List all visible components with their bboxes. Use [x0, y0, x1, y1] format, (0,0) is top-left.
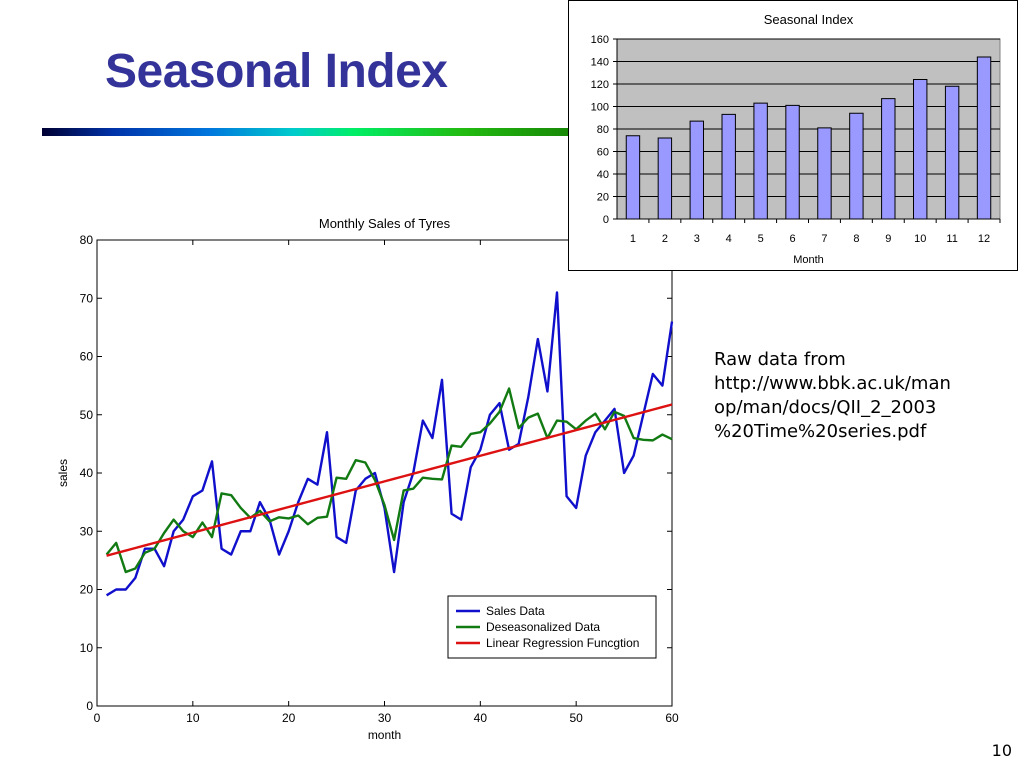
- x-axis-label: month: [368, 728, 401, 742]
- bar-month-5: [753, 102, 768, 220]
- x-tick-label: 60: [665, 711, 679, 725]
- y-tick-label: 30: [80, 524, 94, 538]
- x-tick-label: 5: [758, 233, 764, 245]
- bar-month-10: [913, 79, 928, 220]
- x-tick-label: 0: [94, 711, 101, 725]
- y-tick-label: 80: [597, 124, 609, 136]
- x-tick-label: 7: [821, 233, 827, 245]
- y-tick-label: 160: [591, 34, 609, 46]
- bar-month-8: [849, 112, 864, 220]
- legend-label: Sales Data: [486, 604, 545, 618]
- series-line-0: [105, 291, 674, 597]
- y-axis-label: sales: [56, 459, 70, 487]
- raw-data-source-note: Raw data from http://www.bbk.ac.uk/man o…: [714, 348, 1014, 444]
- bar-month-9: [881, 98, 896, 220]
- x-tick-label: 11: [946, 233, 957, 245]
- x-tick-label: 50: [569, 711, 583, 725]
- source-line: op/man/docs/QII_2_2003: [714, 397, 937, 418]
- bar-month-7: [817, 127, 832, 220]
- y-tick-label: 0: [86, 699, 93, 713]
- legend-label: Deseasonalized Data: [486, 620, 600, 634]
- x-tick-label: 10: [186, 711, 200, 725]
- source-line: http://www.bbk.ac.uk/man: [714, 373, 951, 394]
- y-tick-label: 120: [591, 79, 609, 91]
- y-tick-label: 10: [80, 641, 94, 655]
- y-tick-label: 80: [80, 233, 94, 247]
- title-gradient-rule: [42, 128, 642, 136]
- series-line-1: [105, 387, 673, 574]
- x-tick-label: 10: [914, 233, 926, 245]
- bar-month-2: [657, 137, 673, 220]
- slide-title: Seasonal Index: [105, 45, 448, 98]
- x-tick-label: 30: [378, 711, 392, 725]
- y-tick-label: 70: [80, 291, 94, 305]
- x-tick-label: 9: [885, 233, 891, 245]
- x-tick-label: 4: [726, 233, 732, 245]
- bar-month-11: [944, 85, 960, 220]
- x-tick-label: 12: [978, 233, 990, 245]
- y-tick-label: 60: [80, 350, 94, 364]
- y-tick-label: 100: [591, 102, 609, 114]
- x-tick-label: 2: [662, 233, 668, 245]
- bar-month-6: [785, 104, 800, 220]
- source-line: %20Time%20series.pdf: [714, 421, 927, 442]
- bar-month-1: [625, 135, 641, 220]
- chart-title: Seasonal Index: [764, 12, 854, 27]
- y-tick-label: 60: [597, 147, 609, 159]
- y-tick-label: 140: [591, 57, 609, 69]
- x-tick-label: 40: [474, 711, 488, 725]
- x-tick-label: 1: [630, 233, 636, 245]
- seasonal-index-chart-frame: Seasonal Index 0 20 40 60 80 100 120 140 160 1 2 3 4 5…: [568, 0, 1018, 271]
- y-tick-label: 40: [80, 466, 94, 480]
- legend-box: [447, 595, 657, 659]
- x-tick-label: 6: [789, 233, 795, 245]
- bar-month-3: [689, 120, 704, 220]
- x-tick-label: 20: [282, 711, 296, 725]
- y-tick-label: 40: [597, 169, 609, 181]
- chart-title: Monthly Sales of Tyres: [319, 216, 451, 231]
- y-tick-label: 50: [80, 408, 94, 422]
- x-tick-label: 3: [694, 233, 700, 245]
- x-tick-label: 8: [853, 233, 859, 245]
- series-line-2: [106, 403, 673, 557]
- source-line: Raw data from: [714, 349, 846, 370]
- page-number: 10: [991, 741, 1012, 760]
- y-tick-label: 20: [80, 583, 94, 597]
- y-tick-label: 0: [603, 214, 609, 226]
- x-axis-label: Month: [793, 254, 824, 266]
- bar-month-4: [721, 113, 736, 220]
- y-tick-label: 20: [597, 192, 609, 204]
- legend-label: Linear Regression Funcgtion: [486, 636, 639, 650]
- bar-month-12: [976, 56, 992, 220]
